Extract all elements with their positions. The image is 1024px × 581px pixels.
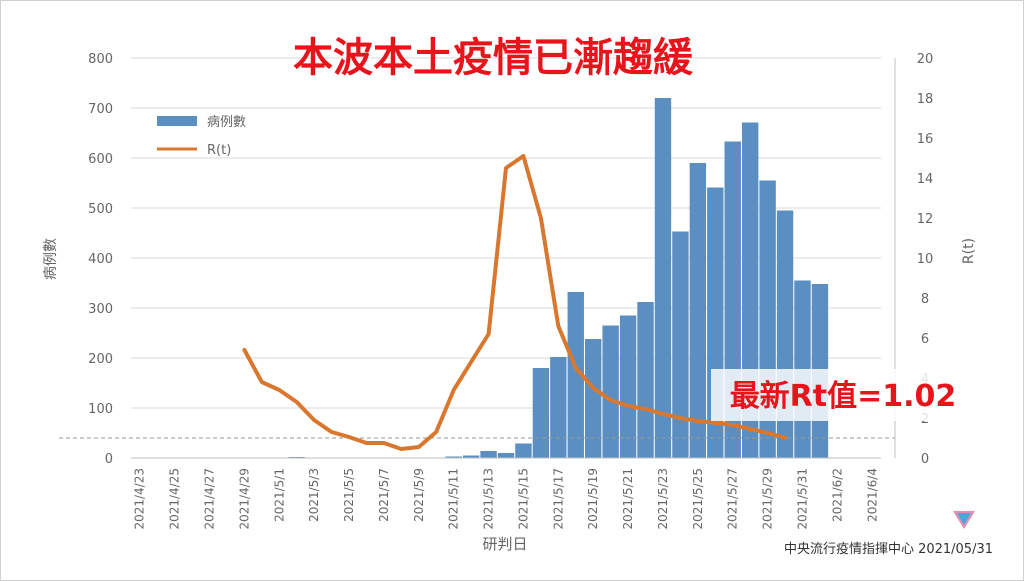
bar	[637, 302, 654, 458]
y2-tick-label: 20	[917, 52, 934, 67]
x-tick-label: 2021/5/21	[621, 468, 635, 530]
x-tick-label: 2021/5/17	[551, 468, 565, 530]
y-tick-label: 0	[105, 452, 113, 467]
x-tick-label: 2021/5/13	[482, 468, 496, 530]
x-tick-label: 2021/5/29	[761, 468, 775, 530]
bar	[689, 163, 707, 458]
y-tick-label: 800	[88, 52, 113, 67]
bar	[515, 443, 532, 458]
x-axis-ticks: 2021/4/23 2021/4/25 2021/4/27 2021/4/29 2021…	[133, 468, 880, 530]
x-tick-label: 2021/5/3	[307, 468, 321, 522]
x-tick-label: 2021/4/27	[203, 468, 217, 530]
legend: 病例數 R(t)	[157, 115, 246, 158]
bar	[567, 292, 584, 458]
bar	[462, 455, 480, 458]
x-tick-label: 2021/5/11	[447, 468, 461, 530]
x-tick-label: 2021/4/25	[168, 468, 182, 530]
x-axis-title: 研判日	[482, 535, 527, 553]
source-note: 中央流行疫情指揮中心 2021/05/31	[784, 541, 993, 557]
bar	[480, 451, 497, 458]
x-tick-label: 2021/5/23	[656, 468, 670, 530]
rt-line	[242, 154, 788, 451]
y-tick-label: 700	[88, 102, 113, 117]
bar	[619, 315, 637, 458]
y2-tick-label: 6	[921, 332, 929, 347]
legend-swatch-cases	[157, 116, 197, 126]
y-tick-label: 200	[88, 352, 113, 367]
y2-tick-label: 18	[917, 92, 934, 107]
y2-tick-label: 0	[921, 452, 929, 467]
bar	[672, 231, 689, 458]
y-tick-label: 400	[88, 252, 113, 267]
x-tick-label: 2021/5/25	[691, 468, 705, 530]
x-tick-label: 2021/5/19	[586, 468, 600, 530]
rt-annotation: 最新Rt值=1.02	[730, 379, 957, 414]
watermark-logo	[953, 511, 975, 529]
x-tick-label: 2021/5/1	[272, 468, 286, 522]
bar	[550, 357, 567, 458]
legend-label-cases: 病例數	[207, 115, 246, 130]
bar	[654, 98, 672, 458]
rt-line-group	[242, 154, 788, 451]
y-tick-label: 500	[88, 202, 113, 217]
left-axis-ticks: 0 100 200 300 400 500 600 700 800	[88, 52, 113, 467]
y-tick-label: 100	[88, 402, 113, 417]
y-tick-label: 600	[88, 152, 113, 167]
gridlines	[131, 57, 881, 409]
bar	[532, 368, 550, 458]
y2-tick-label: 8	[921, 292, 929, 307]
headline-title: 本波本土疫情已漸趨緩	[293, 35, 694, 81]
y-axis-title: 病例數	[43, 238, 59, 280]
y2-tick-label: 12	[917, 212, 934, 227]
x-tick-label: 2021/5/27	[726, 468, 740, 530]
y2-tick-label: 14	[917, 172, 934, 187]
x-tick-label: 2021/5/5	[342, 468, 356, 522]
bar	[602, 325, 619, 458]
x-tick-label: 2021/5/31	[796, 468, 810, 530]
y2-tick-label: 16	[917, 132, 934, 147]
y-tick-label: 300	[88, 302, 113, 317]
x-tick-label: 2021/5/7	[377, 468, 391, 522]
y2-axis-title: R(t)	[961, 238, 977, 264]
bar	[445, 456, 462, 458]
x-tick-label: 2021/4/29	[237, 468, 251, 530]
legend-label-rt: R(t)	[207, 143, 231, 158]
x-tick-label: 2021/5/15	[516, 468, 530, 530]
x-tick-label: 2021/6/4	[865, 468, 879, 522]
annotation-background	[711, 369, 973, 421]
bar	[585, 339, 602, 458]
x-tick-label: 2021/4/23	[133, 468, 147, 530]
bar	[497, 453, 515, 458]
x-tick-label: 2021/6/2	[830, 468, 844, 522]
y2-tick-label: 10	[917, 252, 934, 267]
x-tick-label: 2021/5/9	[412, 468, 426, 522]
